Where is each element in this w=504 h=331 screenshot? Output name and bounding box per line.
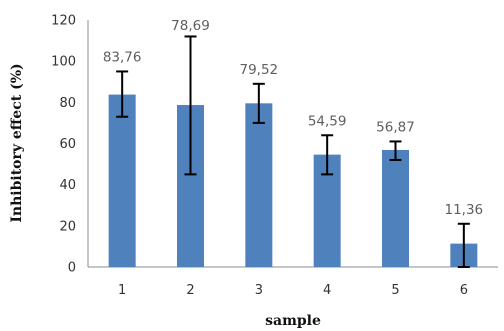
bar bbox=[108, 94, 136, 268]
error-bar bbox=[321, 134, 334, 176]
x-tick-label: 2 bbox=[186, 283, 194, 298]
y-tick-label: 40 bbox=[59, 178, 76, 193]
x-tick-label: 6 bbox=[460, 283, 468, 298]
y-tick-label: 120 bbox=[51, 14, 76, 29]
value-label: 56,87 bbox=[376, 119, 415, 135]
y-axis-title: Inhibitory effect (%) bbox=[9, 63, 25, 222]
axes bbox=[87, 20, 498, 268]
x-axis-tick-labels: 1 2 3 4 5 6 bbox=[118, 283, 468, 298]
error-bar bbox=[252, 82, 265, 124]
y-axis-tick-labels: 0 20 40 60 80 100 120 bbox=[51, 14, 76, 276]
error-bar bbox=[116, 70, 129, 118]
value-label: 78,69 bbox=[171, 18, 210, 34]
error-bar bbox=[184, 35, 197, 176]
error-bar bbox=[389, 140, 402, 161]
value-label: 11,36 bbox=[445, 202, 484, 218]
x-axis-title: sample bbox=[265, 313, 321, 329]
value-label: 83,76 bbox=[103, 49, 142, 65]
y-tick-label: 60 bbox=[59, 137, 76, 152]
error-bars bbox=[116, 35, 470, 268]
value-label: 54,59 bbox=[308, 113, 347, 129]
y-tick-label: 0 bbox=[68, 261, 76, 276]
x-tick-label: 3 bbox=[255, 283, 263, 298]
bar bbox=[245, 103, 273, 267]
y-tick-label: 20 bbox=[59, 219, 76, 234]
value-labels: 83,76 78,69 79,52 54,59 56,87 11,36 bbox=[103, 18, 483, 218]
x-tick-label: 4 bbox=[323, 283, 331, 298]
bars bbox=[108, 94, 478, 268]
y-tick-label: 100 bbox=[51, 55, 76, 70]
value-label: 79,52 bbox=[240, 62, 279, 78]
error-bar bbox=[457, 222, 470, 268]
y-tick-label: 80 bbox=[59, 96, 76, 111]
x-tick-label: 1 bbox=[118, 283, 126, 298]
x-tick-label: 5 bbox=[391, 283, 399, 298]
bar bbox=[382, 149, 409, 267]
